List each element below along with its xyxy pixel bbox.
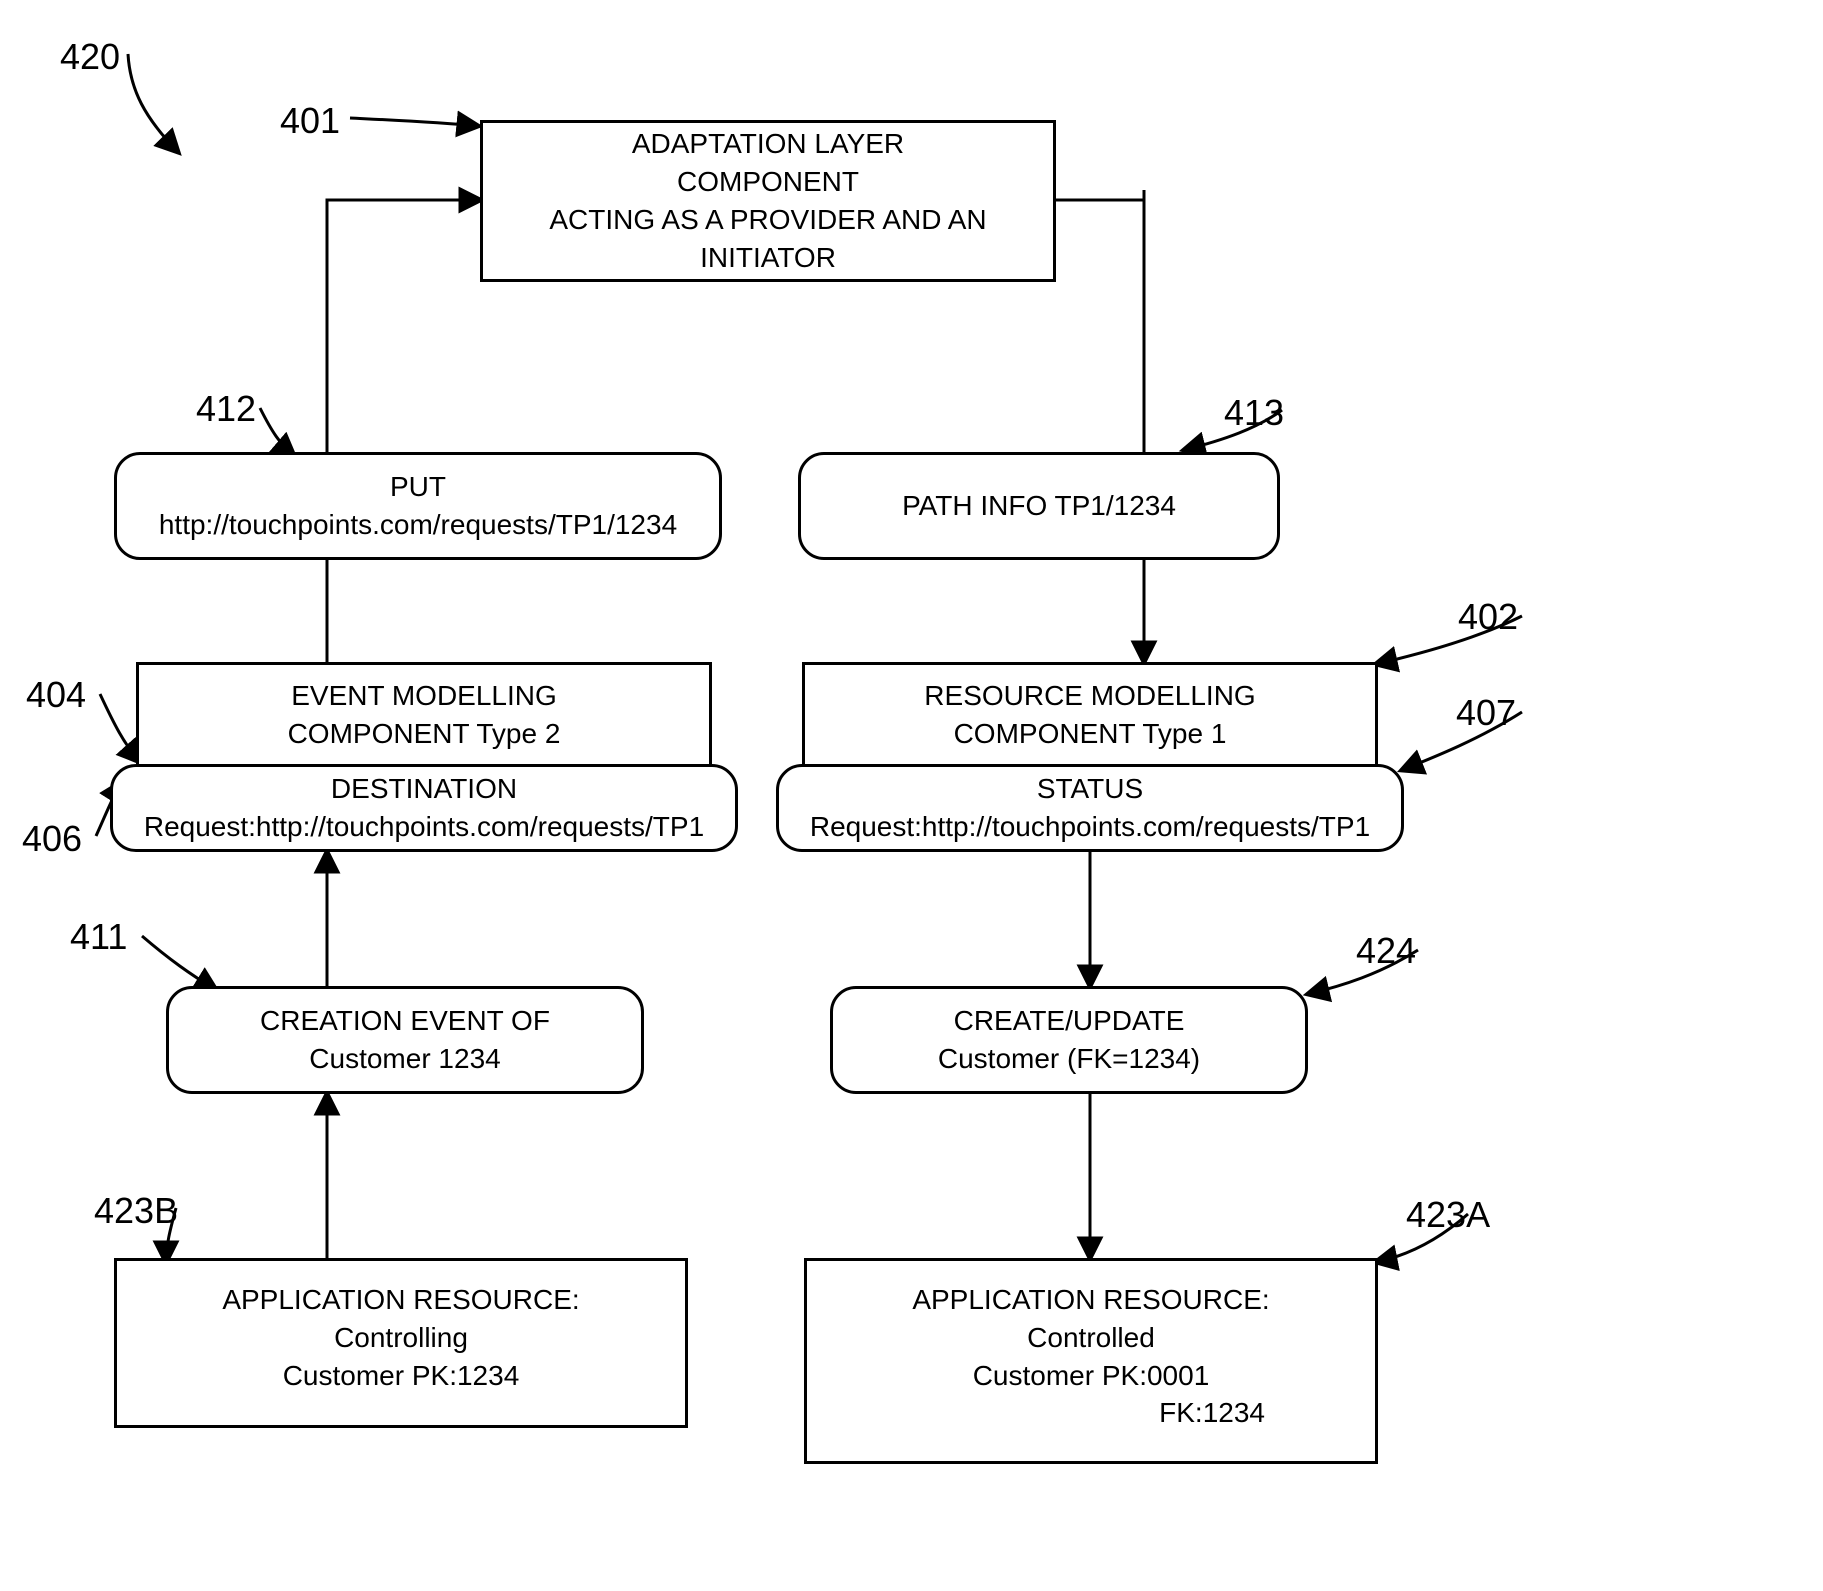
node-line: CREATE/UPDATE [954, 1002, 1185, 1040]
node-line: FK:1234 [1159, 1394, 1375, 1432]
ref-label-406: 406 [22, 818, 82, 860]
ref-label-424: 424 [1356, 930, 1416, 972]
node-app-resource-controlled: APPLICATION RESOURCE: Controlled Custome… [804, 1258, 1378, 1464]
node-line: CREATION EVENT OF [260, 1002, 550, 1040]
node-line: APPLICATION RESOURCE: [912, 1281, 1269, 1319]
node-line: COMPONENT [677, 163, 859, 201]
node-line: INITIATOR [700, 239, 836, 277]
node-line: Controlling [334, 1319, 468, 1357]
ref-label-420: 420 [60, 36, 120, 78]
node-line: Request:http://touchpoints.com/requests/… [144, 808, 704, 846]
node-app-resource-controlling: APPLICATION RESOURCE: Controlling Custom… [114, 1258, 688, 1428]
node-path-info: PATH INFO TP1/1234 [798, 452, 1280, 560]
node-line: Customer PK:1234 [283, 1357, 520, 1395]
ref-label-423A: 423A [1406, 1194, 1490, 1236]
node-adaptation-layer: ADAPTATION LAYER COMPONENT ACTING AS A P… [480, 120, 1056, 282]
node-line: Customer 1234 [309, 1040, 500, 1078]
ref-label-404: 404 [26, 674, 86, 716]
node-line: PATH INFO TP1/1234 [902, 487, 1176, 525]
ref-label-402: 402 [1458, 596, 1518, 638]
node-line: STATUS [1037, 770, 1143, 808]
node-line: Customer (FK=1234) [938, 1040, 1200, 1078]
node-line: ADAPTATION LAYER [632, 125, 904, 163]
node-line: ACTING AS A PROVIDER AND AN [549, 201, 986, 239]
node-line: EVENT MODELLING [291, 677, 557, 715]
node-line: PUT [390, 468, 446, 506]
node-line: DESTINATION [331, 770, 517, 808]
node-line: Controlled [1027, 1319, 1155, 1357]
node-status: STATUS Request:http://touchpoints.com/re… [776, 764, 1404, 852]
node-creation-event: CREATION EVENT OF Customer 1234 [166, 986, 644, 1094]
node-line: Request:http://touchpoints.com/requests/… [810, 808, 1370, 846]
node-create-update: CREATE/UPDATE Customer (FK=1234) [830, 986, 1308, 1094]
node-line: COMPONENT Type 1 [954, 715, 1227, 753]
ref-label-401: 401 [280, 100, 340, 142]
node-line: APPLICATION RESOURCE: [222, 1281, 579, 1319]
node-line: http://touchpoints.com/requests/TP1/1234 [159, 506, 677, 544]
node-destination: DESTINATION Request:http://touchpoints.c… [110, 764, 738, 852]
ref-label-413: 413 [1224, 392, 1284, 434]
node-line: COMPONENT Type 2 [288, 715, 561, 753]
node-line: Customer PK:0001 [973, 1357, 1210, 1395]
ref-label-411: 411 [70, 916, 127, 958]
ref-label-407: 407 [1456, 692, 1516, 734]
ref-label-423B: 423B [94, 1190, 178, 1232]
node-put-request: PUT http://touchpoints.com/requests/TP1/… [114, 452, 722, 560]
ref-label-412: 412 [196, 388, 256, 430]
node-line: RESOURCE MODELLING [924, 677, 1255, 715]
